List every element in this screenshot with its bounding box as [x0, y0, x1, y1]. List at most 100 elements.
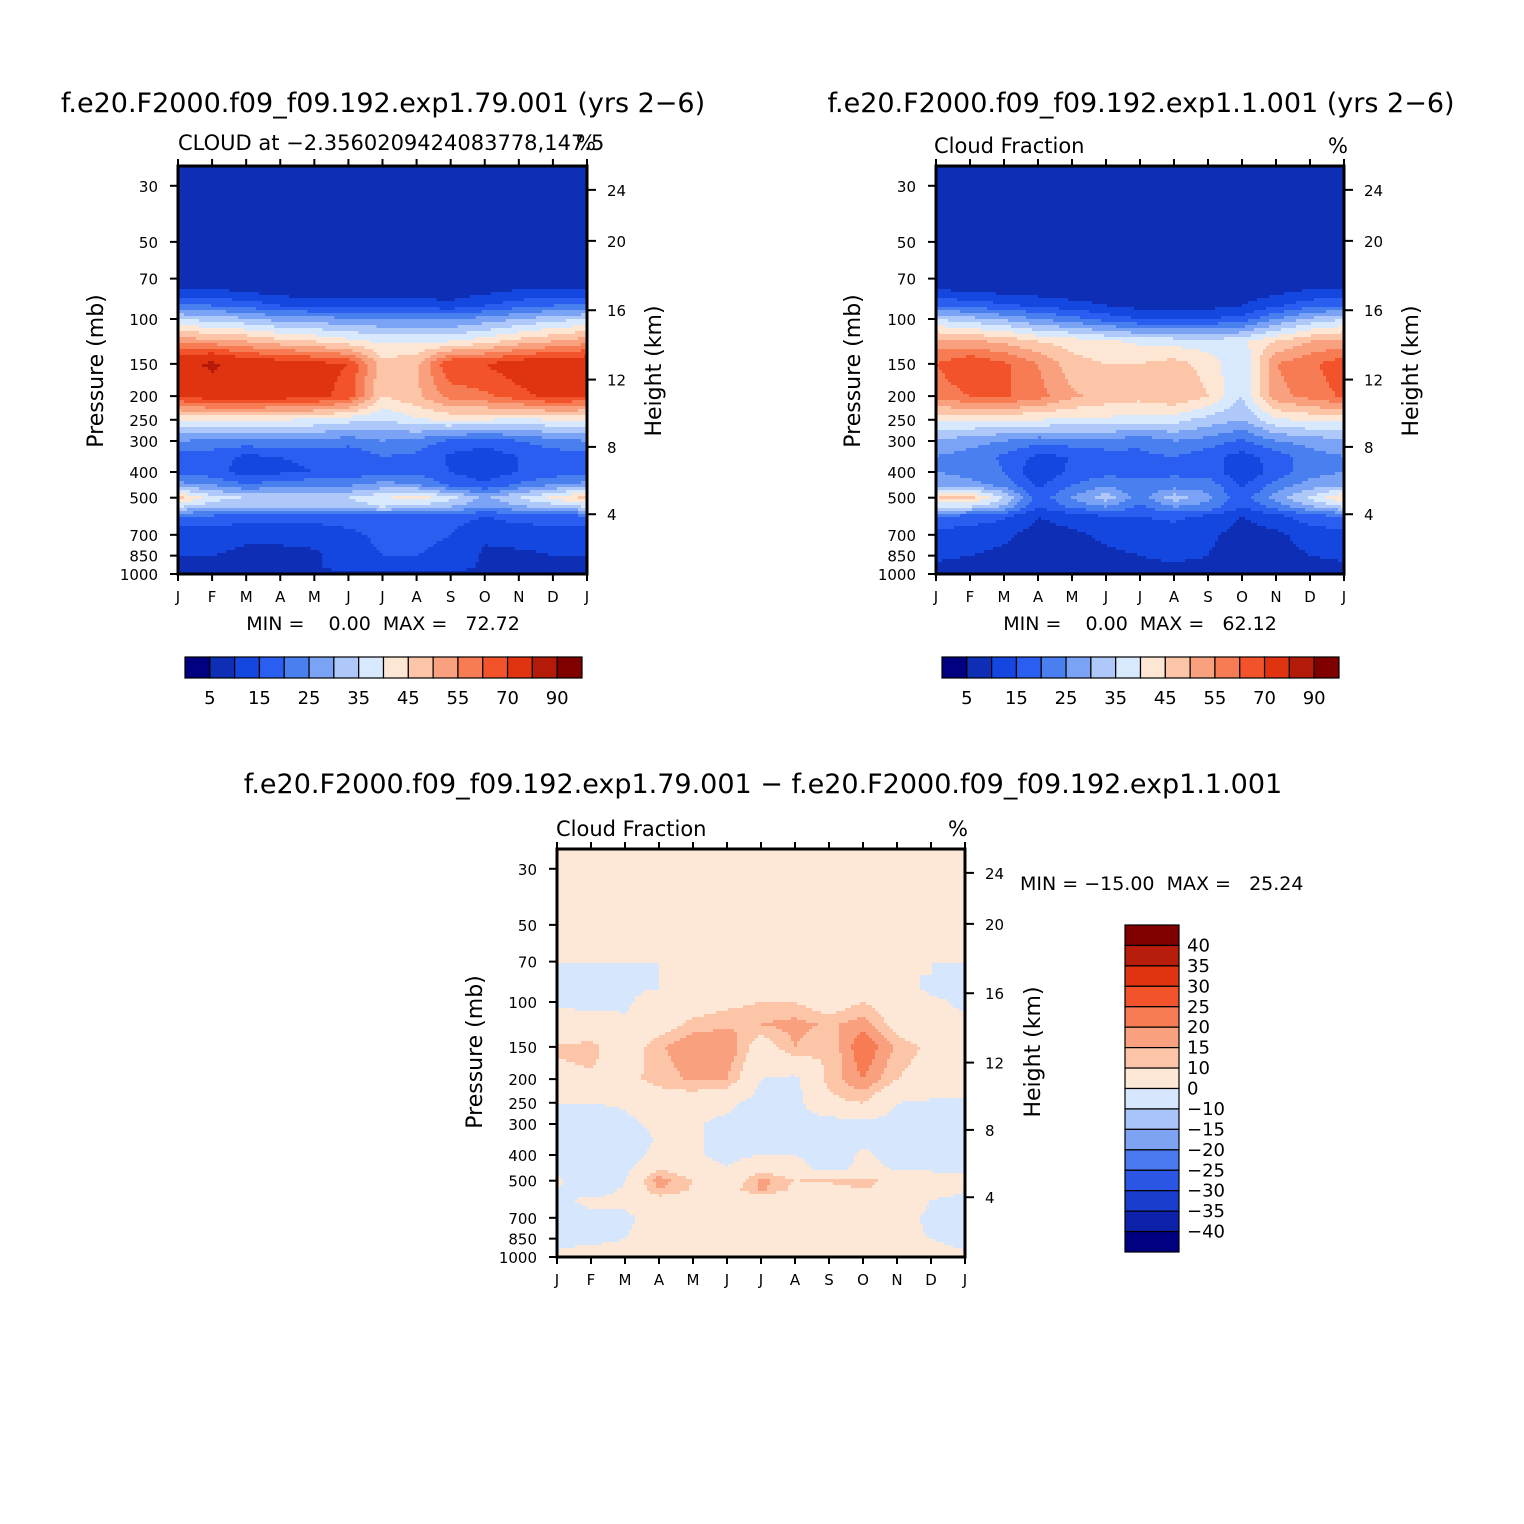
right-cell: [1224, 394, 1252, 398]
right-cell: [1254, 424, 1276, 428]
right-cell: [1065, 487, 1096, 491]
right-colorbar-swatch: [1313, 656, 1340, 679]
right-cell: [1179, 421, 1228, 425]
left-cell: [298, 463, 447, 467]
diff-cell: [905, 1038, 966, 1042]
right-cell: [1116, 487, 1174, 491]
right-cell: [1251, 373, 1261, 377]
diff-cell: [842, 1053, 855, 1057]
left-cell: [451, 505, 528, 509]
diff-cell: [746, 1098, 804, 1102]
diff-cell: [881, 1077, 900, 1081]
diff-cell: [557, 1068, 645, 1072]
right-cell: [1263, 472, 1291, 476]
right-cell: [1254, 493, 1273, 497]
right-cell: [1320, 556, 1345, 560]
diff-colorbar-swatch: [1124, 944, 1180, 967]
right-cell: [1221, 505, 1267, 509]
right-cell: [1032, 496, 1051, 500]
left-cell: [418, 370, 432, 374]
diff-colorbar-label: 40: [1187, 935, 1210, 956]
diff-colorbar-label: 30: [1187, 976, 1210, 997]
left-cell: [235, 547, 311, 551]
diff-cell: [812, 1167, 849, 1171]
right-cell: [936, 283, 1345, 287]
right-cell: [1326, 310, 1345, 314]
right-cell: [1230, 526, 1267, 530]
right-colorbar-swatch: [1115, 656, 1142, 679]
left-cell: [373, 388, 423, 392]
left-cell: [214, 448, 363, 452]
left-month-label: J: [584, 588, 589, 606]
left-month-label: N: [513, 588, 524, 606]
diff-cell: [647, 1152, 705, 1156]
left-cell: [178, 310, 227, 314]
left-cell: [358, 403, 375, 407]
diff-cell: [575, 1245, 954, 1249]
right-cell: [1296, 511, 1336, 515]
right-cell: [1236, 481, 1249, 485]
right-cell: [1086, 490, 1123, 494]
diff-cell: [794, 1041, 798, 1045]
right-cell: [1296, 325, 1339, 329]
diff-cell: [704, 1128, 966, 1132]
left-cell: [451, 358, 525, 362]
left-cell: [178, 172, 588, 176]
right-cell: [1338, 493, 1345, 497]
diff-month-label: O: [857, 1271, 869, 1289]
diff-cell: [857, 1152, 873, 1156]
right-cell: [936, 205, 1345, 209]
diff-cell: [644, 1050, 669, 1054]
diff-cell: [596, 1059, 645, 1063]
diff-cell: [557, 1020, 687, 1024]
right-cell: [1152, 493, 1174, 497]
right-cell: [1293, 517, 1345, 521]
right-cell: [1053, 343, 1138, 347]
right-cell: [1245, 451, 1282, 455]
diff-cell: [890, 1056, 915, 1060]
left-pressure-axis-label: Pressure (mb): [84, 294, 109, 448]
diff-cell: [557, 882, 966, 886]
diff-cell: [557, 1137, 654, 1141]
left-cell: [487, 391, 531, 395]
diff-cell: [557, 1053, 600, 1057]
left-cell: [364, 391, 375, 395]
right-cell: [936, 493, 979, 497]
left-cell: [178, 175, 588, 179]
right-cell: [1266, 346, 1294, 350]
left-cell: [358, 397, 372, 401]
left-cell: [178, 529, 357, 533]
diff-cell: [557, 1227, 633, 1231]
right-cell: [993, 547, 1117, 551]
right-cell: [936, 391, 964, 395]
right-cell: [972, 505, 1000, 509]
right-cell: [936, 244, 1345, 248]
right-cell: [1002, 496, 1015, 500]
right-cell: [1056, 313, 1111, 317]
left-cell: [445, 454, 516, 458]
left-cell: [541, 328, 588, 332]
diff-cell: [890, 1041, 912, 1045]
diff-height-label: 8: [985, 1122, 995, 1140]
right-cell: [1116, 430, 1168, 434]
diff-subtitle: Cloud Fraction: [556, 817, 707, 841]
diff-cell: [842, 1071, 861, 1075]
diff-cell: [728, 1074, 741, 1078]
left-cell: [325, 361, 357, 365]
right-cell: [936, 424, 1051, 428]
left-cell: [490, 292, 588, 296]
right-cell: [942, 559, 1162, 563]
left-cell: [229, 289, 513, 293]
left-month-label: F: [208, 588, 217, 606]
left-case-title: f.e20.F2000.f09_f09.192.exp1.79.001 (yrs…: [61, 88, 705, 119]
right-cell: [1116, 496, 1132, 500]
left-cell: [436, 298, 456, 302]
right-cell: [1302, 307, 1345, 311]
left-cell: [178, 253, 588, 257]
diff-cell: [872, 1023, 888, 1027]
left-cell: [286, 397, 351, 401]
right-cell: [1296, 301, 1345, 305]
diff-cell: [626, 1236, 930, 1240]
right-cell: [1035, 484, 1045, 488]
right-cell: [1029, 478, 1054, 482]
